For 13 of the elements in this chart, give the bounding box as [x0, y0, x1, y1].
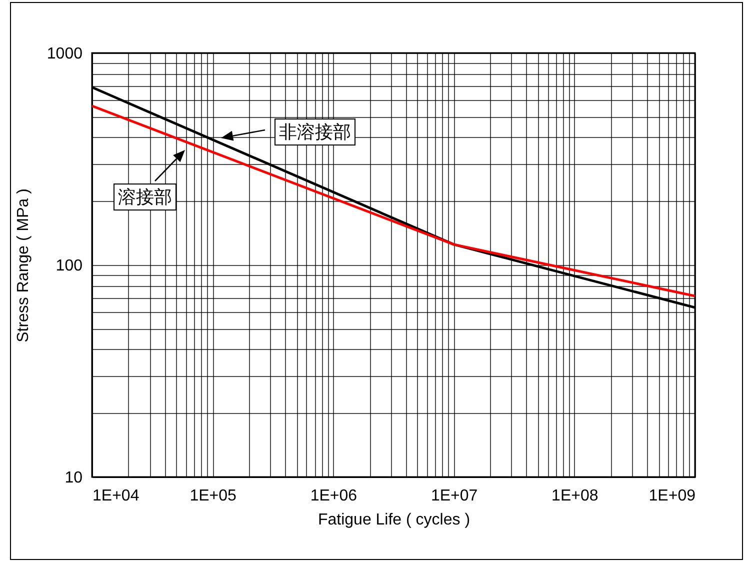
y-axis-title: Stress Range ( MPa ): [14, 188, 32, 342]
x-tick-label: 1E+09: [648, 488, 696, 504]
x-tick-label: 1E+04: [92, 488, 140, 504]
y-tick-label: 10: [64, 470, 83, 486]
annotation: 非溶接部: [279, 122, 351, 142]
y-tick-label: 1000: [46, 46, 83, 62]
x-axis-title: Fatigue Life ( cycles ): [318, 512, 470, 528]
x-tick-label: 1E+08: [552, 488, 598, 504]
x-tick-label: 1E+05: [190, 488, 237, 504]
x-tick-label: 1E+07: [430, 488, 478, 504]
y-tick-label: 100: [56, 258, 83, 274]
x-tick-label: 1E+06: [310, 488, 358, 504]
annotation: 溶接部: [118, 187, 172, 207]
